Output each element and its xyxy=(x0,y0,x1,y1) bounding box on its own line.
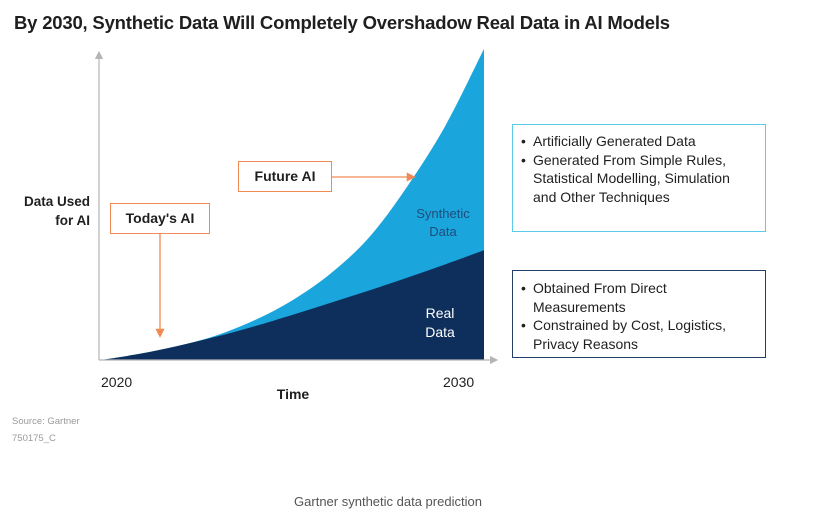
area-synthetic-data xyxy=(101,48,484,361)
source-note: Source: Gartner 750175_C xyxy=(12,413,80,447)
y-axis-label: Data Used for AI xyxy=(6,192,90,230)
y-axis-label-line-2: for AI xyxy=(55,213,90,228)
area-real-data xyxy=(101,250,484,360)
image-caption: Gartner synthetic data prediction xyxy=(294,494,482,509)
today-ai-callout: Today's AI xyxy=(110,203,210,234)
x-axis-label: Time xyxy=(276,386,310,402)
synthetic-data-label-line-2: Data xyxy=(429,224,457,239)
source-line: Source: Gartner xyxy=(12,416,80,427)
future-ai-callout: Future AI xyxy=(238,161,332,192)
synthetic-data-label-line-1: Synthetic xyxy=(416,206,470,221)
synthetic-data-info-box: Artificially Generated Data Generated Fr… xyxy=(512,124,766,232)
real-info-item: Constrained by Cost, Logistics, Privacy … xyxy=(521,316,757,353)
chart-title: By 2030, Synthetic Data Will Completely … xyxy=(14,12,670,33)
real-data-info-box: Obtained From Direct Measurements Constr… xyxy=(512,270,766,358)
real-data-label-line-1: Real xyxy=(425,305,455,321)
x-tick-label-2020: 2020 xyxy=(101,374,133,390)
synthetic-info-item: Artificially Generated Data xyxy=(521,132,757,151)
x-tick-label-2030: 2030 xyxy=(443,374,475,390)
y-axis-label-line-1: Data Used xyxy=(23,194,90,209)
real-data-label-line-2: Data xyxy=(425,324,455,340)
source-id: 750175_C xyxy=(12,433,56,444)
synthetic-info-item: Generated From Simple Rules, Statistical… xyxy=(521,151,757,207)
synthetic-data-area-label: Synthetic Data xyxy=(400,205,486,241)
real-data-area-label: Real Data xyxy=(404,304,476,342)
real-info-item: Obtained From Direct Measurements xyxy=(521,279,757,316)
